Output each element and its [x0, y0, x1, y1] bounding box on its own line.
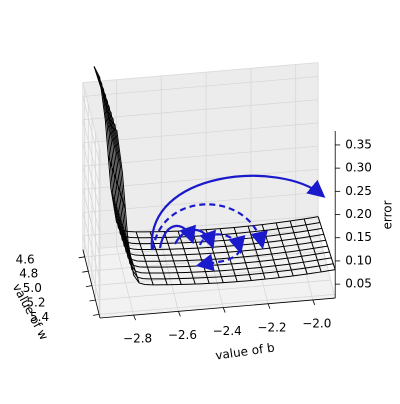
- surface-line: [317, 216, 336, 270]
- descent-arrow: [174, 228, 216, 250]
- surface-line: [275, 222, 294, 277]
- grid-line: [160, 242, 179, 312]
- descent-arrow: [158, 224, 196, 249]
- x-tick-label: −2.4: [213, 324, 242, 338]
- grid-line: [91, 265, 328, 286]
- grid-line: [99, 294, 335, 315]
- grid-line: [82, 235, 101, 305]
- x-tick: [133, 315, 136, 321]
- grid-line: [82, 76, 319, 97]
- descent-arrow: [150, 174, 326, 251]
- y-tick-label: 4.6: [16, 252, 35, 266]
- x-tick: [178, 311, 181, 317]
- grid-line: [82, 189, 101, 258]
- surface-line: [303, 218, 322, 273]
- y-tick-label: 5.0: [23, 281, 42, 295]
- y-tick: [78, 256, 85, 259]
- surface-line: [107, 155, 126, 209]
- surface: [93, 66, 336, 286]
- z-tick-label: 0.25: [345, 184, 372, 198]
- z-tick-label: 0.20: [345, 207, 372, 221]
- grid-line: [82, 99, 319, 121]
- y-tick-label: 5.4: [30, 310, 49, 324]
- surface-line: [163, 231, 182, 285]
- grid-line: [82, 122, 319, 144]
- z-tick-label: 0.05: [345, 277, 372, 291]
- x-tick-label: −2.6: [168, 328, 197, 342]
- grid-line: [116, 246, 134, 316]
- x-tick-label: −2.8: [123, 332, 152, 346]
- descent-arrow: [195, 249, 242, 272]
- grid-line: [82, 212, 101, 281]
- z-tick-label: 0.35: [345, 137, 372, 151]
- y-tick-label: 5.2: [26, 296, 45, 310]
- x-tick: [222, 307, 226, 313]
- surface-line: [121, 229, 140, 284]
- z-axis-label: error: [381, 200, 395, 229]
- grid-line: [82, 96, 101, 165]
- y-tick: [85, 285, 92, 287]
- surface-line: [289, 220, 308, 275]
- y-tick: [82, 270, 89, 273]
- x-tick: [312, 299, 316, 306]
- x-tick-label: −2.2: [257, 320, 286, 334]
- z-tick-label: 0.30: [345, 161, 372, 175]
- y-tick: [93, 314, 100, 316]
- z-tick-label: 0.15: [345, 230, 372, 244]
- surface-line: [93, 66, 112, 127]
- y-tick-label: 4.8: [19, 267, 38, 281]
- surface-line: [135, 231, 154, 285]
- y-tick: [89, 299, 96, 302]
- surface-line: [149, 231, 168, 285]
- descent-arrow: [198, 233, 246, 255]
- grid-line: [82, 145, 319, 167]
- surface-line: [219, 228, 238, 282]
- z-tick-label: 0.10: [345, 253, 372, 267]
- grid-line: [205, 239, 224, 308]
- grid-line: [95, 279, 331, 301]
- x-tick: [267, 303, 271, 309]
- grid-line: [82, 165, 101, 235]
- axis-line: [82, 249, 101, 319]
- x-axis-label: value of b: [214, 340, 275, 362]
- axis-line: [99, 297, 336, 319]
- grid-line: [82, 119, 101, 189]
- descent-arrow: [151, 203, 268, 251]
- grid-line: [82, 142, 101, 212]
- x-tick-label: −2.0: [302, 316, 331, 330]
